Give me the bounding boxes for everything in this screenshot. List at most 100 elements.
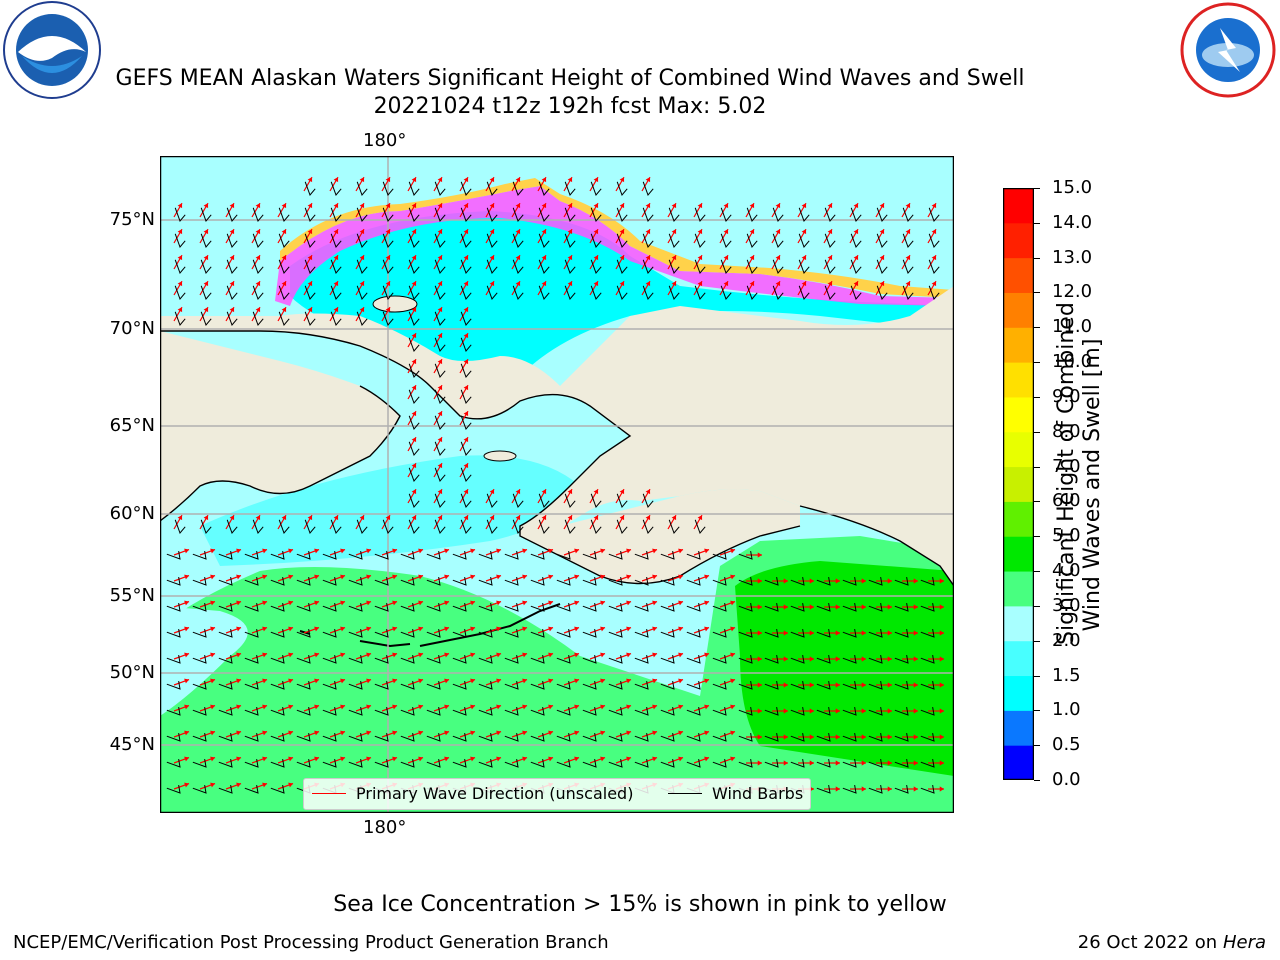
wind-barb	[304, 285, 316, 300]
wind-barb	[530, 602, 545, 612]
wind-barb	[356, 181, 368, 196]
wind-barb	[270, 550, 285, 560]
wave-direction-arrowhead	[522, 600, 528, 606]
wind-barb	[452, 758, 467, 768]
wind-barb	[868, 680, 883, 690]
wave-direction-arrowhead	[418, 574, 424, 580]
wave-direction-arrowhead	[392, 756, 398, 762]
wave-direction-arrowhead	[236, 652, 242, 658]
wind-barb	[902, 207, 914, 222]
wind-barb	[252, 285, 264, 300]
wave-direction-arrowhead	[366, 600, 372, 606]
wind-barb	[790, 628, 805, 638]
wave-direction-arrowhead	[255, 203, 261, 209]
wave-direction-arrowhead	[626, 548, 632, 554]
wind-barb	[634, 732, 649, 742]
wave-direction-arrowhead	[177, 255, 183, 261]
wind-barb	[582, 706, 597, 716]
wind-barb	[166, 706, 181, 716]
wind-barb	[270, 680, 285, 690]
wind-barb	[790, 602, 805, 612]
wind-barb	[556, 628, 571, 638]
wind-barb	[478, 758, 493, 768]
wave-direction-arrowhead	[437, 281, 443, 287]
wave-direction-arrowhead	[236, 574, 242, 580]
wind-barb	[218, 732, 233, 742]
wind-barb	[218, 550, 233, 560]
wave-direction-arrowhead	[619, 489, 625, 495]
wind-barb	[356, 207, 368, 222]
wind-barb	[660, 758, 675, 768]
colorbar-tick-label: 10.0	[1052, 351, 1093, 373]
wind-barb	[720, 233, 732, 248]
wind-barb	[426, 602, 441, 612]
wind-barb	[374, 758, 389, 768]
wave-direction-arrowhead	[879, 255, 885, 261]
wind-barb	[226, 285, 238, 300]
wind-barb	[608, 654, 623, 664]
wind-barb	[928, 285, 940, 300]
wave-direction-arrowhead	[548, 652, 554, 658]
wind-barb	[824, 233, 836, 248]
wind-barb	[634, 628, 649, 638]
wave-direction-arrowhead	[600, 730, 606, 736]
wave-direction-arrowhead	[652, 652, 658, 658]
wave-direction-arrowhead	[626, 652, 632, 658]
colorbar-segment	[1003, 710, 1034, 746]
wave-direction-arrowhead	[809, 734, 814, 740]
wind-barb	[408, 259, 420, 274]
wind-barb	[460, 207, 472, 222]
wind-barb	[330, 259, 342, 274]
wind-barb	[746, 207, 758, 222]
wave-direction-arrowhead	[619, 203, 625, 209]
wave-direction-arrowhead	[593, 255, 599, 261]
wind-barb	[634, 602, 649, 612]
wind-barb	[374, 680, 389, 690]
wind-barb	[824, 259, 836, 274]
wave-direction-arrowhead	[913, 656, 918, 662]
wind-barb	[192, 758, 207, 768]
wind-barb	[426, 576, 441, 586]
colorbar-tick-label: 5.0	[1052, 525, 1081, 547]
wind-barb	[304, 311, 316, 326]
colorbar-tick-label: 4.0	[1052, 560, 1081, 582]
wind-barb	[434, 389, 446, 404]
wave-direction-arrowhead	[333, 203, 339, 209]
wind-barb	[668, 519, 680, 534]
wind-barb	[374, 732, 389, 742]
wave-direction-arrowhead	[411, 203, 417, 209]
wave-direction-arrowhead	[463, 203, 469, 209]
wind-barb	[322, 732, 337, 742]
chart-subtitle: 20221024 t12z 192h fcst Max: 5.02	[373, 94, 767, 119]
wind-barb	[712, 654, 727, 664]
wave-direction-arrowhead	[619, 229, 625, 235]
wave-direction-arrowhead	[913, 760, 918, 766]
wave-direction-arrowhead	[437, 515, 443, 521]
colorbar-tick-label: 0.5	[1052, 734, 1081, 756]
wind-barb	[348, 628, 363, 638]
wrangel-island	[372, 295, 418, 313]
wave-direction-arrowhead	[887, 578, 892, 584]
wind-barb	[824, 285, 836, 300]
wave-direction-arrowhead	[236, 782, 242, 788]
wind-barb	[530, 680, 545, 690]
wind-barb	[408, 311, 420, 326]
wind-barb	[894, 602, 909, 612]
wind-barb	[564, 259, 576, 274]
wind-barb	[426, 706, 441, 716]
wind-barb	[582, 628, 597, 638]
wind-barb	[504, 576, 519, 586]
wave-direction-arrowhead	[827, 203, 833, 209]
wave-direction-arrowhead	[418, 600, 424, 606]
wave-direction-arrowhead	[288, 652, 294, 658]
wave-direction-arrowhead	[522, 756, 528, 762]
wave-direction-arrowhead	[340, 756, 346, 762]
wind-barb	[920, 602, 935, 612]
wind-barb	[322, 550, 337, 560]
wind-barb	[486, 493, 498, 508]
wind-barb	[928, 233, 940, 248]
wave-direction-arrowhead	[184, 600, 190, 606]
wave-direction-arrowhead	[678, 574, 684, 580]
wave-direction-arrowhead	[757, 604, 762, 610]
colorbar-tick-mark	[1034, 466, 1040, 468]
